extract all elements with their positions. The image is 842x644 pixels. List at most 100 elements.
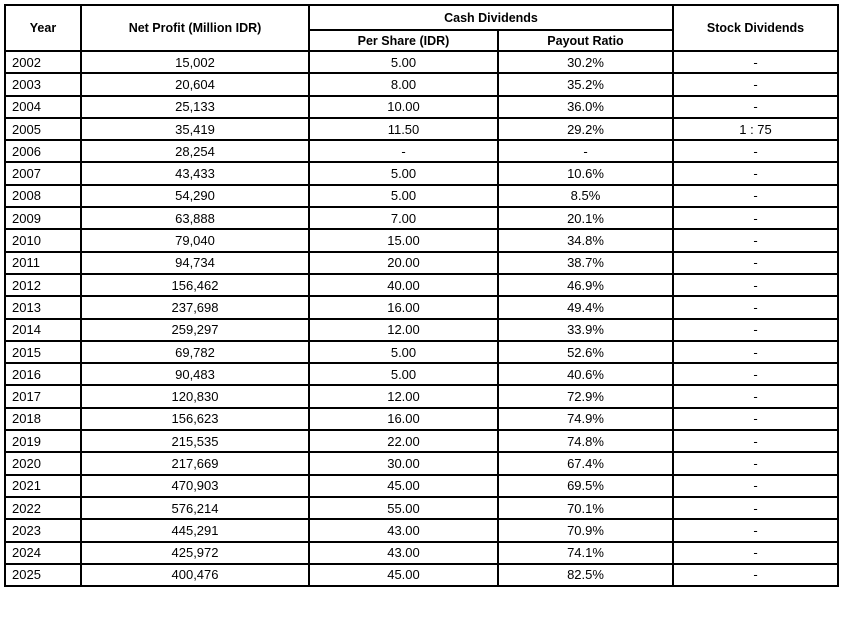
table-cell: 67.4%	[497, 451, 674, 476]
table-cell: -	[672, 339, 839, 365]
table-cell: 2007	[4, 161, 82, 186]
table-cell: 70.9%	[497, 518, 674, 543]
table-cell: 49.4%	[497, 295, 674, 320]
table-cell: -	[672, 49, 839, 75]
table-cell: -	[308, 139, 499, 164]
table-cell: 2006	[4, 139, 82, 164]
table-cell: 90,483	[80, 362, 310, 387]
table-cell: -	[497, 139, 674, 164]
table-cell: 72.9%	[497, 384, 674, 409]
table-cell: -	[672, 206, 839, 231]
table-cell: -	[672, 161, 839, 186]
table-row: 2009 63,888 7.00 20.1% -	[4, 206, 839, 231]
table-cell: 36.0%	[497, 94, 674, 119]
table-cell: 74.8%	[497, 429, 674, 454]
table-cell: 12.00	[308, 317, 499, 342]
table-row: 2011 94,734 20.00 38.7% -	[4, 250, 839, 275]
table-cell: 2008	[4, 183, 82, 209]
table-cell: 20.1%	[497, 206, 674, 231]
table-cell: 15.00	[308, 228, 499, 253]
table-cell: -	[672, 384, 839, 409]
table-row: 2019 215,535 22.00 74.8% -	[4, 429, 839, 454]
table-cell: -	[672, 451, 839, 476]
table-cell: 5.00	[308, 183, 499, 209]
table-cell: 2003	[4, 72, 82, 97]
table-cell: 215,535	[80, 429, 310, 454]
table-row: 2007 43,433 5.00 10.6% -	[4, 161, 839, 186]
table-cell: 2024	[4, 540, 82, 565]
table-cell: 2015	[4, 339, 82, 365]
table-cell: 5.00	[308, 161, 499, 186]
table-cell: 445,291	[80, 518, 310, 543]
table-row: 2006 28,254- - -	[4, 139, 839, 164]
table-cell: 2013	[4, 295, 82, 320]
table-row: 2004 25,133 10.00 36.0% -	[4, 94, 839, 119]
table-cell: -	[672, 295, 839, 320]
table-cell: 45.00	[308, 473, 499, 498]
table-cell: 8.5%	[497, 183, 674, 209]
table-row: 2024 425,972 43.00 74.1% -	[4, 540, 839, 565]
table-cell: -	[672, 406, 839, 432]
table-cell: 259,297	[80, 317, 310, 342]
table-cell: 2012	[4, 272, 82, 298]
table-row: 2016 90,483 5.00 40.6% -	[4, 362, 839, 387]
table-cell: -	[672, 540, 839, 565]
table-cell: 28,254	[80, 139, 310, 164]
table-cell: 52.6%	[497, 339, 674, 365]
table-cell: 16.00	[308, 406, 499, 432]
table-cell: 43,433	[80, 161, 310, 186]
table-row: 2002 15,002 5.00 30.2% -	[4, 49, 839, 75]
table-cell: 38.7%	[497, 250, 674, 275]
table-cell: 120,830	[80, 384, 310, 409]
table-cell: 2021	[4, 473, 82, 498]
table-row: 2018 156,623 16.00 74.9% -	[4, 406, 839, 432]
table-cell: 2023	[4, 518, 82, 543]
table-cell: -	[672, 562, 839, 588]
table-cell: 237,698	[80, 295, 310, 320]
table-cell: 55.00	[308, 495, 499, 521]
table-cell: 576,214	[80, 495, 310, 521]
table-cell: 63,888	[80, 206, 310, 231]
table-cell: 2017	[4, 384, 82, 409]
table-cell: 2009	[4, 206, 82, 231]
table-cell: 74.1%	[497, 540, 674, 565]
table-cell: 16.00	[308, 295, 499, 320]
table-cell: 5.00	[308, 362, 499, 387]
table-cell: 10.00	[308, 94, 499, 119]
table-cell: 30.2%	[497, 49, 674, 75]
table-cell: 29.2%	[497, 116, 674, 142]
table-cell: 1 : 75	[672, 116, 839, 142]
table-cell: -	[672, 228, 839, 253]
table-row: 2025 400,476 45.00 82.5% -	[4, 562, 839, 588]
table-row: 2012 156,462 40.00 46.9% -	[4, 272, 839, 298]
table-cell: 2004	[4, 94, 82, 119]
table-cell: 94,734	[80, 250, 310, 275]
table-row: 2005 35,419 11.50 29.2% 1 : 75	[4, 116, 839, 142]
table-cell: 15,002	[80, 49, 310, 75]
table-row: 2017 120,830 12.00 72.9% -	[4, 384, 839, 409]
table-cell: 2014	[4, 317, 82, 342]
table-cell: 69,782	[80, 339, 310, 365]
table-cell: 82.5%	[497, 562, 674, 588]
table-cell: -	[672, 518, 839, 543]
table-cell: 2020	[4, 451, 82, 476]
table-cell: -	[672, 473, 839, 498]
table-row: 2015 69,782 5.00 52.6% -	[4, 339, 839, 365]
table-cell: 156,623	[80, 406, 310, 432]
table-cell: 156,462	[80, 272, 310, 298]
table-cell: 46.9%	[497, 272, 674, 298]
table-cell: 2002	[4, 49, 82, 75]
table-cell: 425,972	[80, 540, 310, 565]
table-body: 2002 15,002 5.00 30.2% -2003 20,604 8.00 35.2% -…	[4, 49, 839, 588]
table-cell: 40.00	[308, 272, 499, 298]
header-cell: Year	[4, 4, 82, 52]
table-row: 2003 20,604 8.00 35.2% -	[4, 72, 839, 97]
table-cell: 2025	[4, 562, 82, 588]
table-cell: 20.00	[308, 250, 499, 275]
table-cell: 2010	[4, 228, 82, 253]
table-cell: 5.00	[308, 339, 499, 365]
table-cell: 33.9%	[497, 317, 674, 342]
header-cell: Payout Ratio	[497, 29, 674, 52]
table-row: 2010 79,040 15.00 34.8% -	[4, 228, 839, 253]
